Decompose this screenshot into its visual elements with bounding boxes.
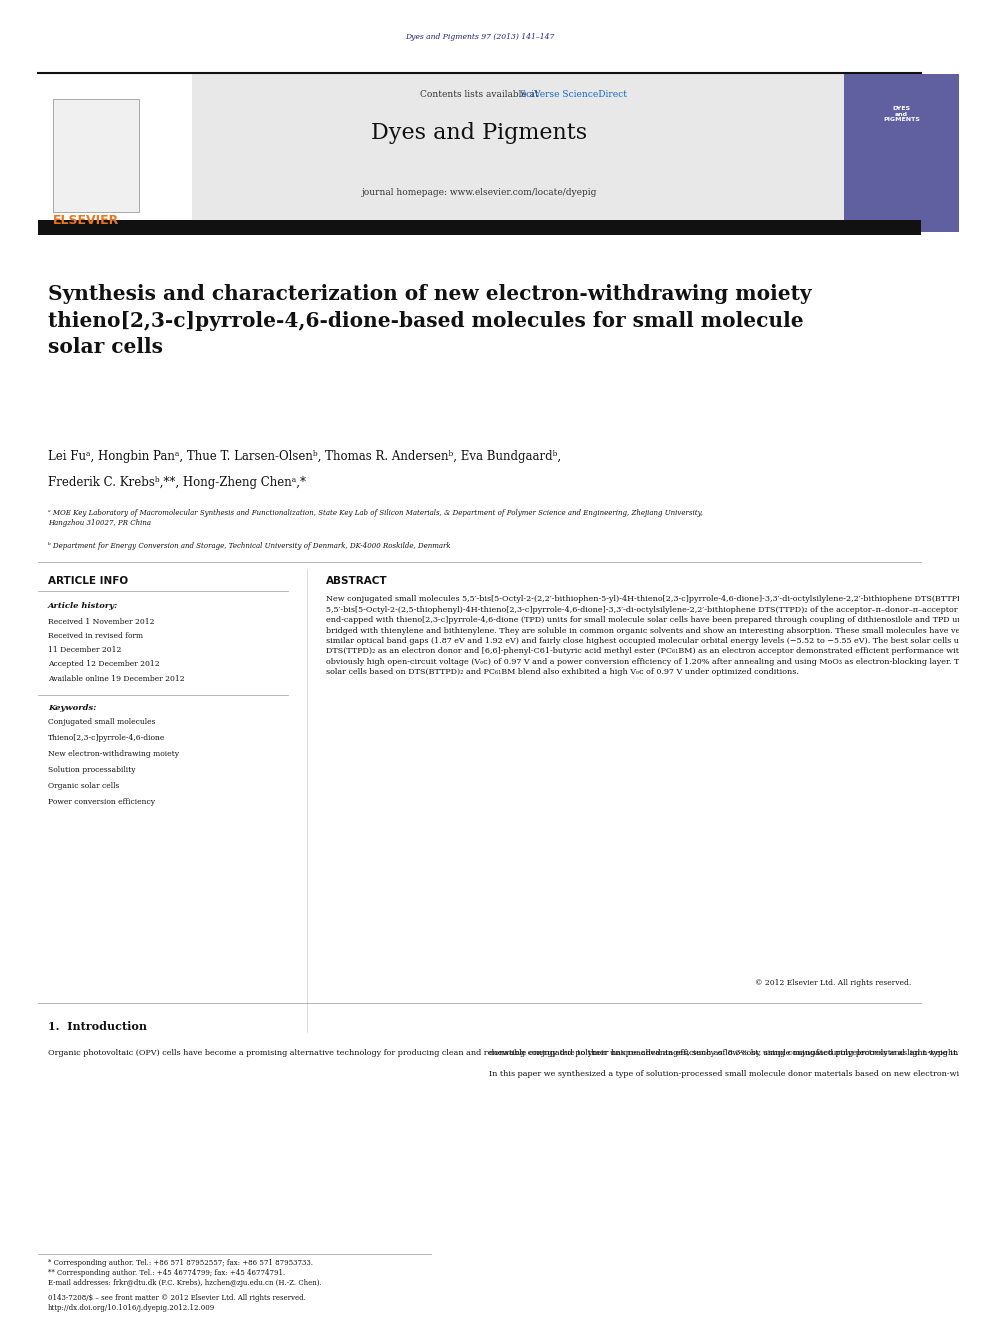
Text: Frederik C. Krebsᵇ,**, Hong-Zheng Chenᵃ,*: Frederik C. Krebsᵇ,**, Hong-Zheng Chenᵃ,… xyxy=(48,476,306,490)
Text: ABSTRACT: ABSTRACT xyxy=(326,576,388,586)
Text: Thieno[2,3-c]pyrrole-4,6-dione: Thieno[2,3-c]pyrrole-4,6-dione xyxy=(48,734,166,742)
Text: 0143-7208/$ – see front matter © 2012 Elsevier Ltd. All rights reserved.
http://: 0143-7208/$ – see front matter © 2012 El… xyxy=(48,1294,306,1311)
Text: Keywords:: Keywords: xyxy=(48,704,96,712)
Text: Received in revised form: Received in revised form xyxy=(48,632,143,640)
Text: 11 December 2012: 11 December 2012 xyxy=(48,646,121,654)
Text: Available online 19 December 2012: Available online 19 December 2012 xyxy=(48,675,185,683)
Text: Contents lists available at: Contents lists available at xyxy=(420,90,539,99)
Text: ELSEVIER: ELSEVIER xyxy=(53,214,119,228)
Text: SciVerse ScienceDirect: SciVerse ScienceDirect xyxy=(520,90,627,99)
Text: Article history:: Article history: xyxy=(48,602,118,610)
Text: Received 1 November 2012: Received 1 November 2012 xyxy=(48,618,155,626)
Bar xyxy=(39,74,191,232)
Text: Accepted 12 December 2012: Accepted 12 December 2012 xyxy=(48,660,160,668)
Text: New conjugated small molecules 5,5′-bis[5-Octyl-2-(2,2′-bithiophen-5-yl)-4H-thie: New conjugated small molecules 5,5′-bis[… xyxy=(326,595,987,676)
Text: * Corresponding author. Tel.: +86 571 87952557; fax: +86 571 87953733.
** Corres: * Corresponding author. Tel.: +86 571 87… xyxy=(48,1259,321,1287)
Text: Conjugated small molecules: Conjugated small molecules xyxy=(48,718,156,726)
Text: journal homepage: www.elsevier.com/locate/dyepig: journal homepage: www.elsevier.com/locat… xyxy=(362,188,597,197)
Text: Organic photovoltaic (OPV) cells have become a promising alternative technology : Organic photovoltaic (OPV) cells have be… xyxy=(48,1049,992,1057)
Text: Dyes and Pigments 97 (2013) 141–147: Dyes and Pigments 97 (2013) 141–147 xyxy=(405,33,555,41)
Text: © 2012 Elsevier Ltd. All rights reserved.: © 2012 Elsevier Ltd. All rights reserved… xyxy=(755,979,911,987)
Bar xyxy=(844,74,959,232)
Text: 1.  Introduction: 1. Introduction xyxy=(48,1021,147,1032)
Text: ᵃ MOE Key Laboratory of Macromolecular Synthesis and Functionalization, State Ke: ᵃ MOE Key Laboratory of Macromolecular S… xyxy=(48,509,703,527)
Text: Power conversion efficiency: Power conversion efficiency xyxy=(48,798,155,806)
Bar xyxy=(39,220,921,235)
Bar xyxy=(39,74,882,232)
Bar xyxy=(53,99,139,212)
Text: donating conjugated polymer has reached an efficiency of 8.3% by using conjugate: donating conjugated polymer has reached … xyxy=(489,1049,992,1078)
Text: Synthesis and characterization of new electron-withdrawing moiety
thieno[2,3-c]p: Synthesis and characterization of new el… xyxy=(48,284,811,357)
Text: Dyes and Pigments: Dyes and Pigments xyxy=(371,122,587,144)
Text: ARTICLE INFO: ARTICLE INFO xyxy=(48,576,128,586)
Text: ᵇ Department for Energy Conversion and Storage, Technical University of Denmark,: ᵇ Department for Energy Conversion and S… xyxy=(48,542,450,550)
Text: DYES
and
PIGMENTS: DYES and PIGMENTS xyxy=(883,106,920,123)
Text: Organic solar cells: Organic solar cells xyxy=(48,782,119,790)
Text: Lei Fuᵃ, Hongbin Panᵃ, Thue T. Larsen-Olsenᵇ, Thomas R. Andersenᵇ, Eva Bundgaard: Lei Fuᵃ, Hongbin Panᵃ, Thue T. Larsen-Ol… xyxy=(48,450,561,463)
Text: New electron-withdrawing moiety: New electron-withdrawing moiety xyxy=(48,750,179,758)
Text: Solution processability: Solution processability xyxy=(48,766,136,774)
